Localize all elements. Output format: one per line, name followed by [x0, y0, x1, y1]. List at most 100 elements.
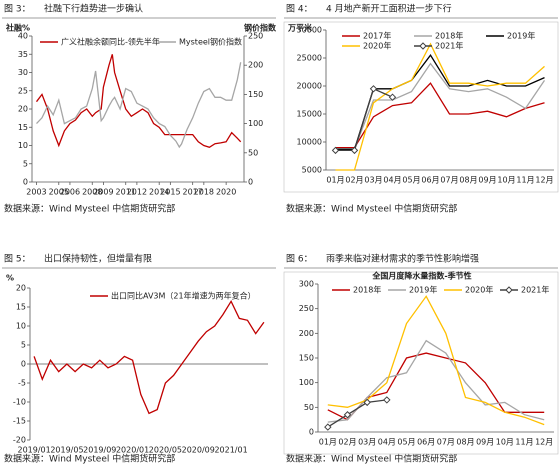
- source: 数据来源：Wind Mysteel 中信期货研究部: [286, 203, 457, 215]
- y2-tick-label: 150: [248, 90, 263, 99]
- y-tick-label: 40: [18, 32, 28, 41]
- y-tick-label: 300: [299, 280, 314, 289]
- caption: 4 月地产新开工面积进一步下行: [326, 3, 452, 15]
- source: 数据来源：Wind Mysteel 中信期货研究部: [4, 203, 175, 215]
- y-tick-label: 10000: [297, 138, 322, 147]
- caption: 社融下行趋势进一步确认: [44, 3, 143, 15]
- x-tick-label: 2020/01: [116, 446, 149, 455]
- x-tick-label: 10月: [496, 438, 514, 447]
- marker: [383, 396, 391, 404]
- legend-label: 2021年: [521, 285, 549, 295]
- x-tick-label: 2008: [82, 188, 102, 197]
- x-tick-label: 12月: [535, 438, 553, 447]
- x-tick-label: 02月: [338, 438, 356, 447]
- x-tick-label: 09月: [478, 176, 496, 185]
- caption-label: 图 5：: [4, 254, 31, 265]
- legend-label: Mysteel钢价指数: [179, 37, 242, 47]
- x-tick-label: 05月: [397, 438, 415, 447]
- legend-label: 2021年: [435, 41, 463, 51]
- x-tick-label: 2020/09: [182, 446, 215, 455]
- legend-label: 2019年: [507, 31, 535, 41]
- y2-tick-label: 250: [248, 32, 263, 41]
- y-tick-label: 15000: [297, 110, 322, 119]
- x-tick-label: 2019/05: [50, 446, 83, 455]
- x-tick-label: 09月: [476, 438, 494, 447]
- series-line: [33, 299, 265, 415]
- y2-tick-label: 100: [248, 119, 263, 128]
- x-tick-label: 2018: [194, 188, 214, 197]
- x-tick-label: 05月: [402, 176, 420, 185]
- series-line: [335, 42, 545, 171]
- y-tick-label: 5: [23, 159, 28, 168]
- x-tick-label: 2011: [116, 188, 136, 197]
- x-tick-label: 06月: [421, 176, 439, 185]
- x-tick-label: 2021/01: [214, 446, 247, 455]
- chart-title: 全国月度降水量指数-季节性: [371, 271, 471, 281]
- marker: [369, 85, 378, 93]
- x-tick-label: 2012: [127, 188, 147, 197]
- y-axis-label: %: [6, 274, 14, 283]
- x-tick-label: 2019/01: [17, 446, 50, 455]
- x-tick-label: 2015: [160, 188, 180, 197]
- y-tick-label: 15: [18, 123, 28, 132]
- series-line: [327, 399, 387, 428]
- y-tick-label: -5: [18, 379, 26, 388]
- series-line: [327, 295, 545, 426]
- y-tick-label: 20000: [297, 82, 322, 91]
- x-tick-label: 01月: [326, 176, 344, 185]
- y-tick-label: 15: [16, 303, 26, 312]
- caption-label: 图 4：: [286, 4, 313, 15]
- x-tick-label: 07月: [440, 176, 458, 185]
- legend-label: 2018年: [353, 285, 381, 295]
- series-line: [36, 62, 242, 149]
- x-tick-label: 04月: [383, 176, 401, 185]
- series-line: [335, 87, 393, 152]
- x-tick-label: 07月: [437, 438, 455, 447]
- legend-label: 2019年: [409, 285, 437, 295]
- y-tick-label: 10: [16, 322, 26, 331]
- y-tick-label: 5000: [302, 166, 322, 175]
- y-tick-label: 150: [299, 354, 314, 363]
- series-line: [35, 54, 242, 149]
- y-tick-label: 0: [23, 178, 28, 187]
- y-axis-label: 万平米: [287, 23, 313, 33]
- y-tick-label: 30000: [297, 26, 322, 35]
- y2-tick-label: 200: [248, 61, 263, 70]
- x-tick-label: 02月: [345, 176, 363, 185]
- x-tick-label: 11月: [515, 438, 533, 447]
- x-tick-label: 2003: [26, 188, 46, 197]
- x-tick-label: 2005: [49, 188, 69, 197]
- x-tick-label: 03月: [358, 438, 376, 447]
- caption-label: 图 6：: [286, 254, 313, 265]
- caption-label: 图 3：: [4, 4, 31, 15]
- series-line: [327, 339, 545, 423]
- y-tick-label: 25000: [297, 54, 322, 63]
- x-tick-label: 03月: [364, 176, 382, 185]
- y-tick-label: 20: [18, 105, 28, 114]
- plot-frame: [283, 271, 559, 455]
- x-tick-label: 2017: [182, 188, 202, 197]
- y-tick-label: 250: [299, 304, 314, 313]
- y-tick-label: 0: [21, 360, 26, 369]
- marker: [331, 146, 340, 155]
- plot-frame: [283, 21, 559, 193]
- y2-tick-label: 50: [248, 148, 258, 157]
- x-tick-label: 12月: [535, 176, 553, 185]
- caption: 雨季来临对建材需求的季节性影响增强: [326, 253, 479, 265]
- y-tick-label: 100: [299, 378, 314, 387]
- marker: [388, 93, 397, 101]
- y-tick-label: 20: [16, 284, 26, 293]
- legend-marker: [505, 286, 513, 294]
- legend-label: 2020年: [363, 41, 391, 51]
- x-tick-label: 2014: [149, 188, 169, 197]
- y-tick-label: 30: [18, 68, 28, 77]
- x-tick-label: 2009: [93, 188, 113, 197]
- x-tick-label: 2006: [60, 188, 80, 197]
- y2-axis-label: 钢价指数: [244, 23, 277, 33]
- marker: [343, 411, 352, 419]
- y-axis-label: 社融%: [5, 23, 30, 33]
- legend-label: 出口同比AV3M（21年增速为两年复合）: [111, 291, 256, 301]
- y2-tick-label: 0: [248, 178, 253, 187]
- x-tick-label: 2020: [216, 188, 236, 197]
